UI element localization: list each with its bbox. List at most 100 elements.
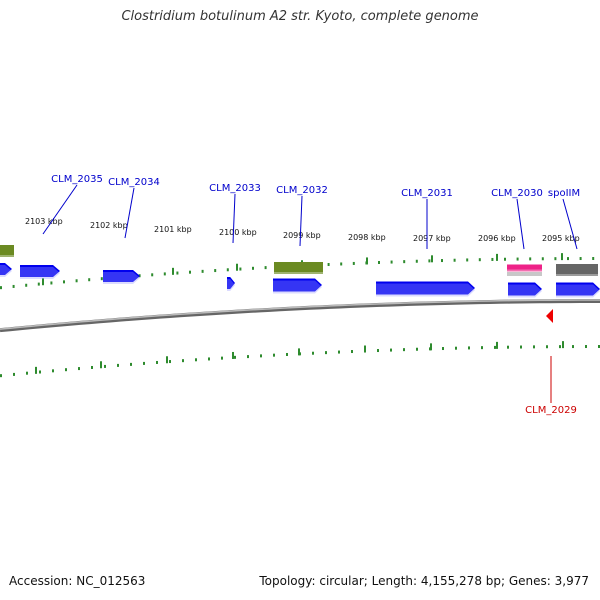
minor-tick (466, 258, 469, 262)
gene-label-CLM_2031: CLM_2031 (401, 188, 453, 199)
olive-feature-shade (0, 255, 14, 258)
gene-labels: CLM_2035 CLM_2034 CLM_2033 CLM_2032 CLM_2031… (42, 174, 580, 416)
major-tick (430, 343, 432, 351)
minor-tick (529, 257, 532, 261)
kbp-tick-label: 2098 kbp (348, 233, 386, 242)
cds-feature-shadow (20, 267, 60, 279)
minor-tick (507, 345, 509, 349)
minor-tick (520, 345, 522, 349)
gene-leader-line (516, 198, 525, 250)
minor-tick (579, 257, 582, 261)
major-tick (496, 253, 498, 261)
cds-feature (227, 277, 235, 289)
minor-tick (189, 270, 191, 274)
topology-stats-text: Topology: circular; Length: 4,155,278 bp… (259, 574, 589, 588)
minor-tick (201, 269, 204, 273)
genome-backbone (0, 299, 600, 333)
minor-tick (481, 346, 483, 350)
cds-feature (0, 263, 12, 275)
minor-tick (442, 347, 444, 351)
cds-feature (376, 281, 475, 295)
cds-feature (556, 282, 600, 296)
kbp-labels: 2103 kbp 2102 kbp 2101 kbp 2100 kbp 2099 kbp… (25, 217, 580, 243)
gray-feature-shade (556, 274, 598, 277)
minor-tick (567, 257, 569, 261)
minor-tick (541, 257, 544, 261)
gene-label-CLM_2032: CLM_2032 (276, 185, 328, 196)
minor-tick (91, 365, 93, 369)
map-title: Clostridium botulinum A2 str. Kyoto, com… (121, 9, 479, 24)
minor-tick (63, 280, 65, 284)
kbp-tick-label: 2095 kbp (542, 234, 580, 243)
gene-label-CLM_2029: CLM_2029 (525, 405, 577, 416)
olive-feature (274, 262, 323, 274)
accession-text: Accession: NC_012563 (9, 574, 146, 588)
minor-tick (455, 346, 457, 350)
minor-tick (104, 364, 106, 368)
olive-feature-shade (274, 272, 323, 275)
kbp-tick-label: 2097 kbp (413, 234, 451, 243)
minor-tick (26, 371, 28, 375)
cds-feature-shadow (556, 284, 600, 298)
minor-tick (156, 360, 158, 364)
minor-tick (100, 277, 103, 281)
genome-backbone-highlight (0, 299, 600, 330)
tick-row-bottom (0, 341, 600, 378)
minor-tick (208, 357, 210, 361)
minor-tick (428, 259, 431, 263)
kbp-tick-label: 2102 kbp (90, 221, 128, 230)
olive-feature (0, 245, 14, 257)
minor-tick (390, 348, 392, 352)
minor-tick (554, 257, 557, 261)
minor-tick (585, 345, 587, 349)
major-tick (166, 356, 168, 364)
backbone (0, 299, 600, 333)
gene-leader-line (232, 193, 236, 244)
minor-tick (239, 267, 242, 271)
minor-tick (441, 259, 443, 263)
minor-tick (264, 266, 267, 270)
cds-feature-shadow (227, 279, 235, 291)
cds-feature-shadow (376, 283, 475, 297)
minor-tick (390, 260, 393, 264)
minor-tick (592, 257, 595, 261)
minor-tick (546, 345, 548, 349)
minor-tick (247, 355, 249, 359)
major-tick (366, 257, 368, 265)
cds-feature-shadow (508, 284, 542, 298)
cds-feature-shadow (103, 272, 140, 284)
cds-feature (103, 270, 140, 282)
cds-feature-shadow (273, 280, 322, 294)
minor-tick (143, 361, 145, 365)
minor-tick (327, 263, 330, 267)
minor-tick (50, 281, 53, 285)
cds-feature (273, 278, 322, 292)
minor-tick (338, 350, 340, 354)
minor-tick (504, 257, 506, 261)
minor-tick (151, 273, 154, 277)
minor-tick (572, 345, 574, 349)
rna-feature-shade (507, 269, 542, 273)
minor-tick (88, 278, 91, 282)
gray-feature (556, 264, 598, 276)
minor-tick (598, 345, 600, 349)
minor-tick (37, 282, 40, 286)
minor-tick (403, 260, 406, 264)
cds-feature-shadow (0, 265, 12, 277)
kbp-tick-label: 2100 kbp (219, 228, 257, 237)
minor-tick (0, 286, 2, 290)
minor-tick (415, 259, 418, 263)
major-tick (298, 348, 300, 356)
cds-feature (508, 282, 542, 296)
minor-tick (252, 266, 254, 270)
major-tick (35, 366, 37, 374)
major-tick (42, 278, 44, 286)
minor-tick (169, 360, 171, 364)
major-tick (100, 361, 102, 369)
minor-tick (221, 356, 223, 360)
minor-tick (78, 367, 80, 371)
reverse-cds-feature (546, 309, 553, 323)
minor-tick (117, 363, 119, 367)
minor-tick (52, 369, 54, 373)
gene-leader-line (562, 198, 578, 250)
